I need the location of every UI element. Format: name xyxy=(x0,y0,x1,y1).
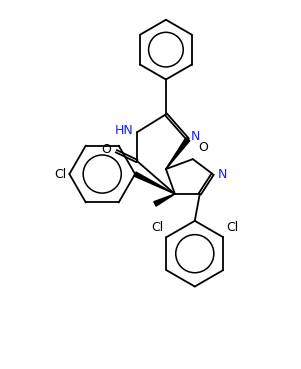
Text: HN: HN xyxy=(114,124,133,137)
Text: O: O xyxy=(101,143,111,156)
Text: Cl: Cl xyxy=(226,221,238,234)
Text: N: N xyxy=(191,130,200,143)
Polygon shape xyxy=(154,194,175,206)
Polygon shape xyxy=(166,138,190,169)
Text: O: O xyxy=(198,141,208,154)
Text: Cl: Cl xyxy=(151,221,163,234)
Polygon shape xyxy=(134,172,175,194)
Text: Cl: Cl xyxy=(54,168,67,180)
Text: N: N xyxy=(218,168,227,180)
